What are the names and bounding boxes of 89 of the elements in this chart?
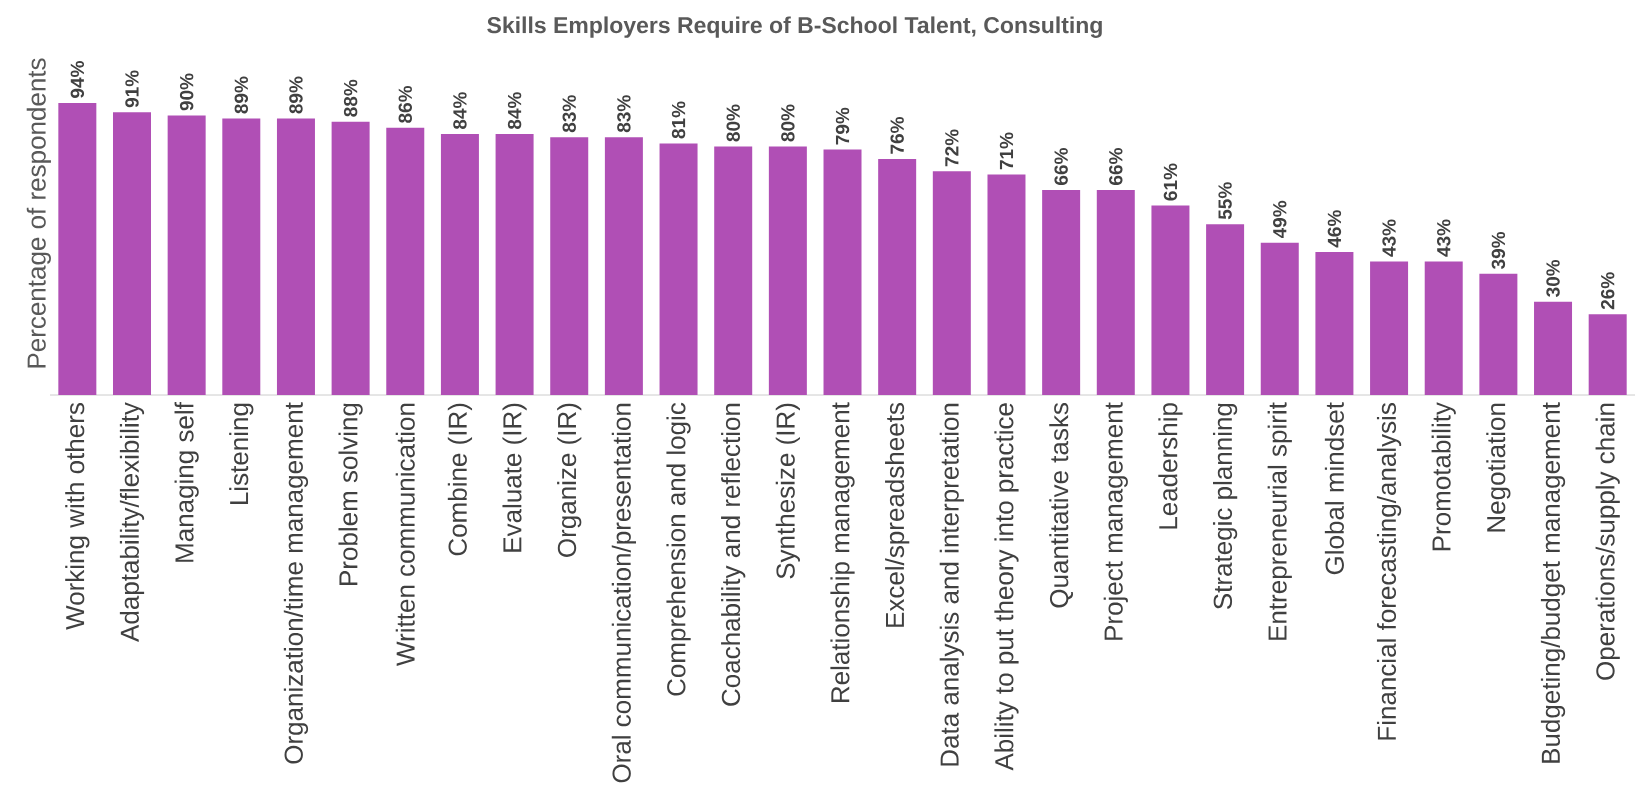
- data-label: 43%: [1436, 219, 1451, 257]
- bar: [1206, 224, 1245, 395]
- y-axis-title: Percentage of respondents: [26, 58, 51, 368]
- x-tick-label: Quantitative tasks: [1049, 403, 1074, 608]
- x-tick-label: Negotiation: [1486, 403, 1511, 532]
- x-tick-label: Promotability: [1431, 402, 1456, 551]
- x-tick-label: Adaptability/flexibility: [119, 402, 145, 642]
- data-label: 84%: [453, 92, 467, 130]
- data-label: 71%: [999, 132, 1014, 170]
- x-tick-label: Coachability and reflection: [721, 403, 746, 706]
- data-label: 72%: [945, 129, 959, 167]
- bar: [331, 121, 370, 395]
- bar: [113, 112, 151, 395]
- data-label: 30%: [1546, 259, 1560, 297]
- bar: [878, 158, 917, 395]
- x-tick-label: Data analysis and interpretation: [939, 403, 964, 766]
- data-label: 55%: [1218, 182, 1232, 220]
- bar: [1479, 273, 1518, 395]
- data-label: 49%: [1273, 200, 1287, 239]
- bar: [1315, 252, 1354, 395]
- bar: [1424, 261, 1463, 395]
- bar: [604, 137, 643, 395]
- x-tick-label: Financial forecasting/analysis: [1376, 403, 1402, 740]
- data-label: 86%: [398, 85, 412, 123]
- data-label: 83%: [617, 95, 631, 133]
- x-tick-label: Project management: [1103, 402, 1128, 640]
- bar: [550, 137, 589, 395]
- bar: [932, 171, 971, 395]
- chart-title: Skills Employers Require of B-School Talent, Consulting: [487, 16, 1102, 38]
- x-tick-label: Budgeting/budget management: [1540, 402, 1566, 763]
- bar: [1260, 242, 1299, 395]
- x-tick-label: Working with others: [65, 403, 90, 630]
- x-tick-label: Strategic planning: [1212, 403, 1238, 610]
- x-tick-label: Synthesize (IR): [775, 403, 800, 579]
- x-tick-label: Excel/spreadsheets: [885, 403, 910, 627]
- data-label: 81%: [671, 101, 686, 139]
- x-tick-label: Operations/supply chain: [1595, 403, 1620, 680]
- bar: [440, 134, 479, 395]
- bar: [714, 146, 753, 395]
- bar: [659, 143, 698, 395]
- data-label: 66%: [1109, 148, 1123, 185]
- x-tick-label: Comprehension and logic: [666, 402, 691, 696]
- x-tick-label: Problem solving: [338, 403, 363, 585]
- bar: [386, 127, 425, 395]
- x-tick-label: Managing self: [174, 402, 199, 562]
- bar: [823, 149, 862, 395]
- bar: [276, 118, 315, 395]
- data-label: 89%: [289, 76, 303, 114]
- x-tick-label: Entrepreneurial spirit: [1267, 402, 1292, 640]
- x-tick-label: Oral communication/presentation: [611, 403, 637, 783]
- data-label: 79%: [835, 107, 850, 145]
- data-label: 83%: [562, 95, 576, 133]
- bar: [222, 118, 261, 395]
- x-tick-label: Combine (IR): [447, 403, 473, 556]
- data-label: 80%: [781, 104, 795, 142]
- x-tick-label: Relationship management: [830, 402, 855, 703]
- x-tick-label: Listening: [229, 403, 254, 505]
- bar: [58, 103, 97, 395]
- data-label: 66%: [1054, 148, 1068, 185]
- x-tick-label: Written communication: [395, 403, 415, 666]
- x-tick-label: Organize (IR): [557, 403, 582, 557]
- x-tick-label: Evaluate (IR): [502, 403, 527, 552]
- data-label: 90%: [179, 73, 194, 111]
- data-label: 61%: [1163, 163, 1178, 201]
- data-label: 43%: [1382, 219, 1396, 257]
- data-label: 39%: [1491, 231, 1506, 270]
- data-label: 46%: [1327, 210, 1342, 248]
- data-label: 89%: [234, 76, 249, 114]
- data-label: 84%: [507, 92, 522, 130]
- data-label: 88%: [343, 79, 358, 117]
- data-label: 26%: [1600, 272, 1615, 310]
- bar: [495, 134, 534, 395]
- data-label: 80%: [726, 104, 740, 142]
- bar: [768, 146, 807, 395]
- x-tick-label: Ability to put theory into practice: [994, 403, 1019, 771]
- bar: [1042, 189, 1081, 395]
- bar: [1588, 314, 1627, 395]
- data-label: 91%: [125, 70, 139, 108]
- x-tick-label: Leadership: [1158, 403, 1183, 529]
- x-tick-label: Global mindset: [1324, 402, 1344, 575]
- bar: [167, 115, 206, 395]
- data-label: 76%: [890, 116, 904, 154]
- x-tick-label: Organization/time management: [283, 402, 309, 764]
- bar: [1151, 205, 1190, 395]
- bar: [1096, 189, 1135, 395]
- bar: [1534, 301, 1573, 395]
- bar: [1370, 261, 1409, 395]
- bar: [987, 174, 1026, 395]
- data-label: 94%: [70, 61, 85, 98]
